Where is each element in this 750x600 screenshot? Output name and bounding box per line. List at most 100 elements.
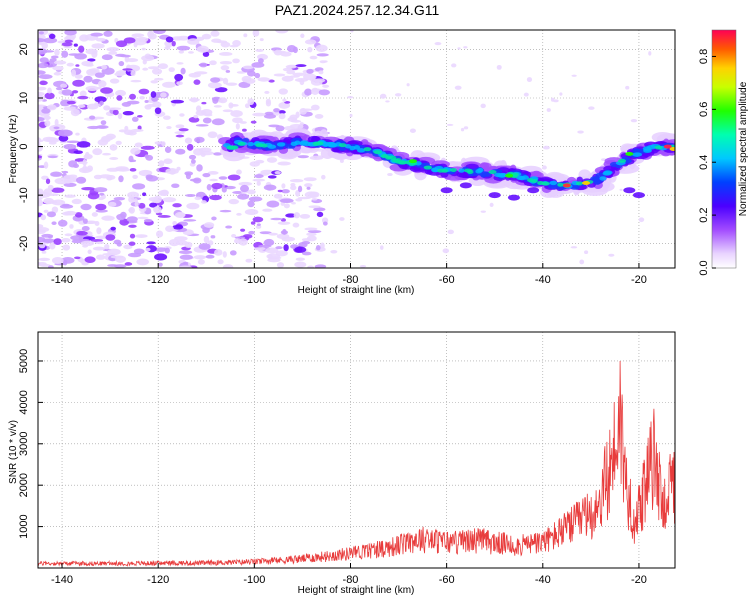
heat-cell — [162, 197, 177, 203]
heat-cell — [315, 44, 328, 52]
heat-cell — [133, 248, 145, 255]
heat-cell — [252, 30, 260, 37]
heat-cell — [44, 115, 51, 121]
heat-cell — [101, 215, 115, 221]
heat-cell — [294, 261, 307, 268]
heat-cell — [81, 187, 95, 191]
heat-cell — [176, 212, 186, 218]
heat-cell — [72, 90, 79, 94]
heat-cell — [158, 160, 165, 167]
colorbar: 0.0 0.2 0.4 0.6 0.8 Normalized spectral ampl… — [698, 29, 749, 276]
heat-cell — [195, 110, 207, 116]
heat-cell — [385, 155, 392, 160]
heat-cell — [170, 99, 185, 104]
heat-cell — [350, 30, 354, 33]
heat-cell — [307, 230, 322, 234]
heat-cell — [297, 185, 303, 193]
heat-cell — [109, 157, 119, 160]
heat-cell — [295, 257, 306, 261]
heat-cell — [171, 183, 180, 189]
heat-cell — [210, 77, 221, 83]
heat-cell — [89, 115, 96, 120]
heat-cell — [194, 196, 202, 201]
heat-cell — [103, 105, 111, 111]
x-tick-label: -20 — [631, 274, 647, 286]
heat-cell — [108, 51, 118, 55]
heat-cell — [454, 85, 462, 90]
colorbar-tick-label: 0.0 — [698, 260, 710, 275]
heat-cell — [46, 211, 57, 218]
heat-cell — [252, 112, 266, 117]
heat-cell — [194, 136, 205, 143]
heat-cell — [602, 171, 612, 176]
heat-cell — [373, 150, 382, 155]
heat-cell — [284, 101, 291, 104]
heat-cell — [92, 116, 105, 120]
heat-cell — [542, 165, 547, 170]
heat-cell — [281, 236, 296, 242]
heat-cell — [239, 184, 250, 193]
heat-cell — [588, 106, 595, 110]
snr-x-axis-title: Height of straight line (km) — [298, 585, 415, 596]
heat-cell — [290, 119, 302, 123]
heat-cell — [300, 33, 305, 39]
heat-cell — [138, 202, 146, 209]
heat-cell — [61, 50, 69, 58]
heat-cell — [138, 88, 150, 95]
heat-cell — [494, 172, 503, 178]
heat-cell — [40, 214, 47, 221]
heat-cell — [480, 210, 486, 213]
heat-cell — [254, 72, 261, 79]
heat-cell — [162, 81, 176, 88]
y-tick-label: -20 — [18, 236, 30, 252]
heat-cell — [50, 171, 63, 177]
heat-cell — [415, 161, 422, 166]
heat-cell — [76, 141, 91, 148]
heat-cell — [268, 124, 281, 128]
heat-cell — [295, 111, 300, 119]
heat-cell — [294, 246, 307, 253]
heat-cell — [313, 207, 326, 212]
heat-cell — [275, 246, 283, 250]
heat-cell — [326, 142, 336, 147]
heat-cell — [277, 189, 283, 193]
heat-cell — [42, 238, 56, 244]
heat-cell — [457, 47, 461, 50]
heat-cell — [168, 238, 180, 247]
heat-cell — [147, 30, 155, 38]
heat-cell — [128, 224, 137, 228]
heat-cell — [451, 63, 457, 68]
heat-cell — [47, 155, 58, 159]
heat-cell — [245, 78, 256, 84]
heat-cell — [268, 79, 275, 83]
heat-cell — [245, 258, 253, 263]
y-tick-label: 3000 — [18, 432, 30, 456]
heat-cell — [217, 259, 224, 265]
heat-cell — [190, 97, 199, 103]
heat-cell — [281, 183, 286, 189]
heat-cell — [207, 131, 218, 139]
heat-cell — [38, 241, 46, 249]
heat-cell — [178, 50, 185, 54]
heat-cell — [182, 261, 189, 265]
heat-cell — [57, 219, 68, 227]
heat-cell — [259, 231, 272, 235]
heat-cell — [349, 113, 353, 118]
spectrogram-x-axis-title: Height of straight line (km) — [298, 285, 415, 296]
heat-cell — [192, 177, 202, 184]
heat-cell — [210, 30, 220, 37]
heat-cell — [247, 98, 255, 106]
heat-cell — [97, 86, 102, 90]
heat-cell — [96, 227, 102, 235]
heat-cell — [99, 174, 112, 179]
heat-cell — [190, 159, 196, 164]
heat-cell — [202, 173, 211, 178]
heat-cell — [304, 39, 317, 45]
heat-cell — [116, 167, 130, 172]
heat-cell — [54, 48, 60, 56]
heat-cell — [463, 126, 469, 130]
heat-cell — [54, 118, 59, 127]
heat-cell — [101, 64, 108, 70]
heat-cell — [196, 164, 203, 172]
